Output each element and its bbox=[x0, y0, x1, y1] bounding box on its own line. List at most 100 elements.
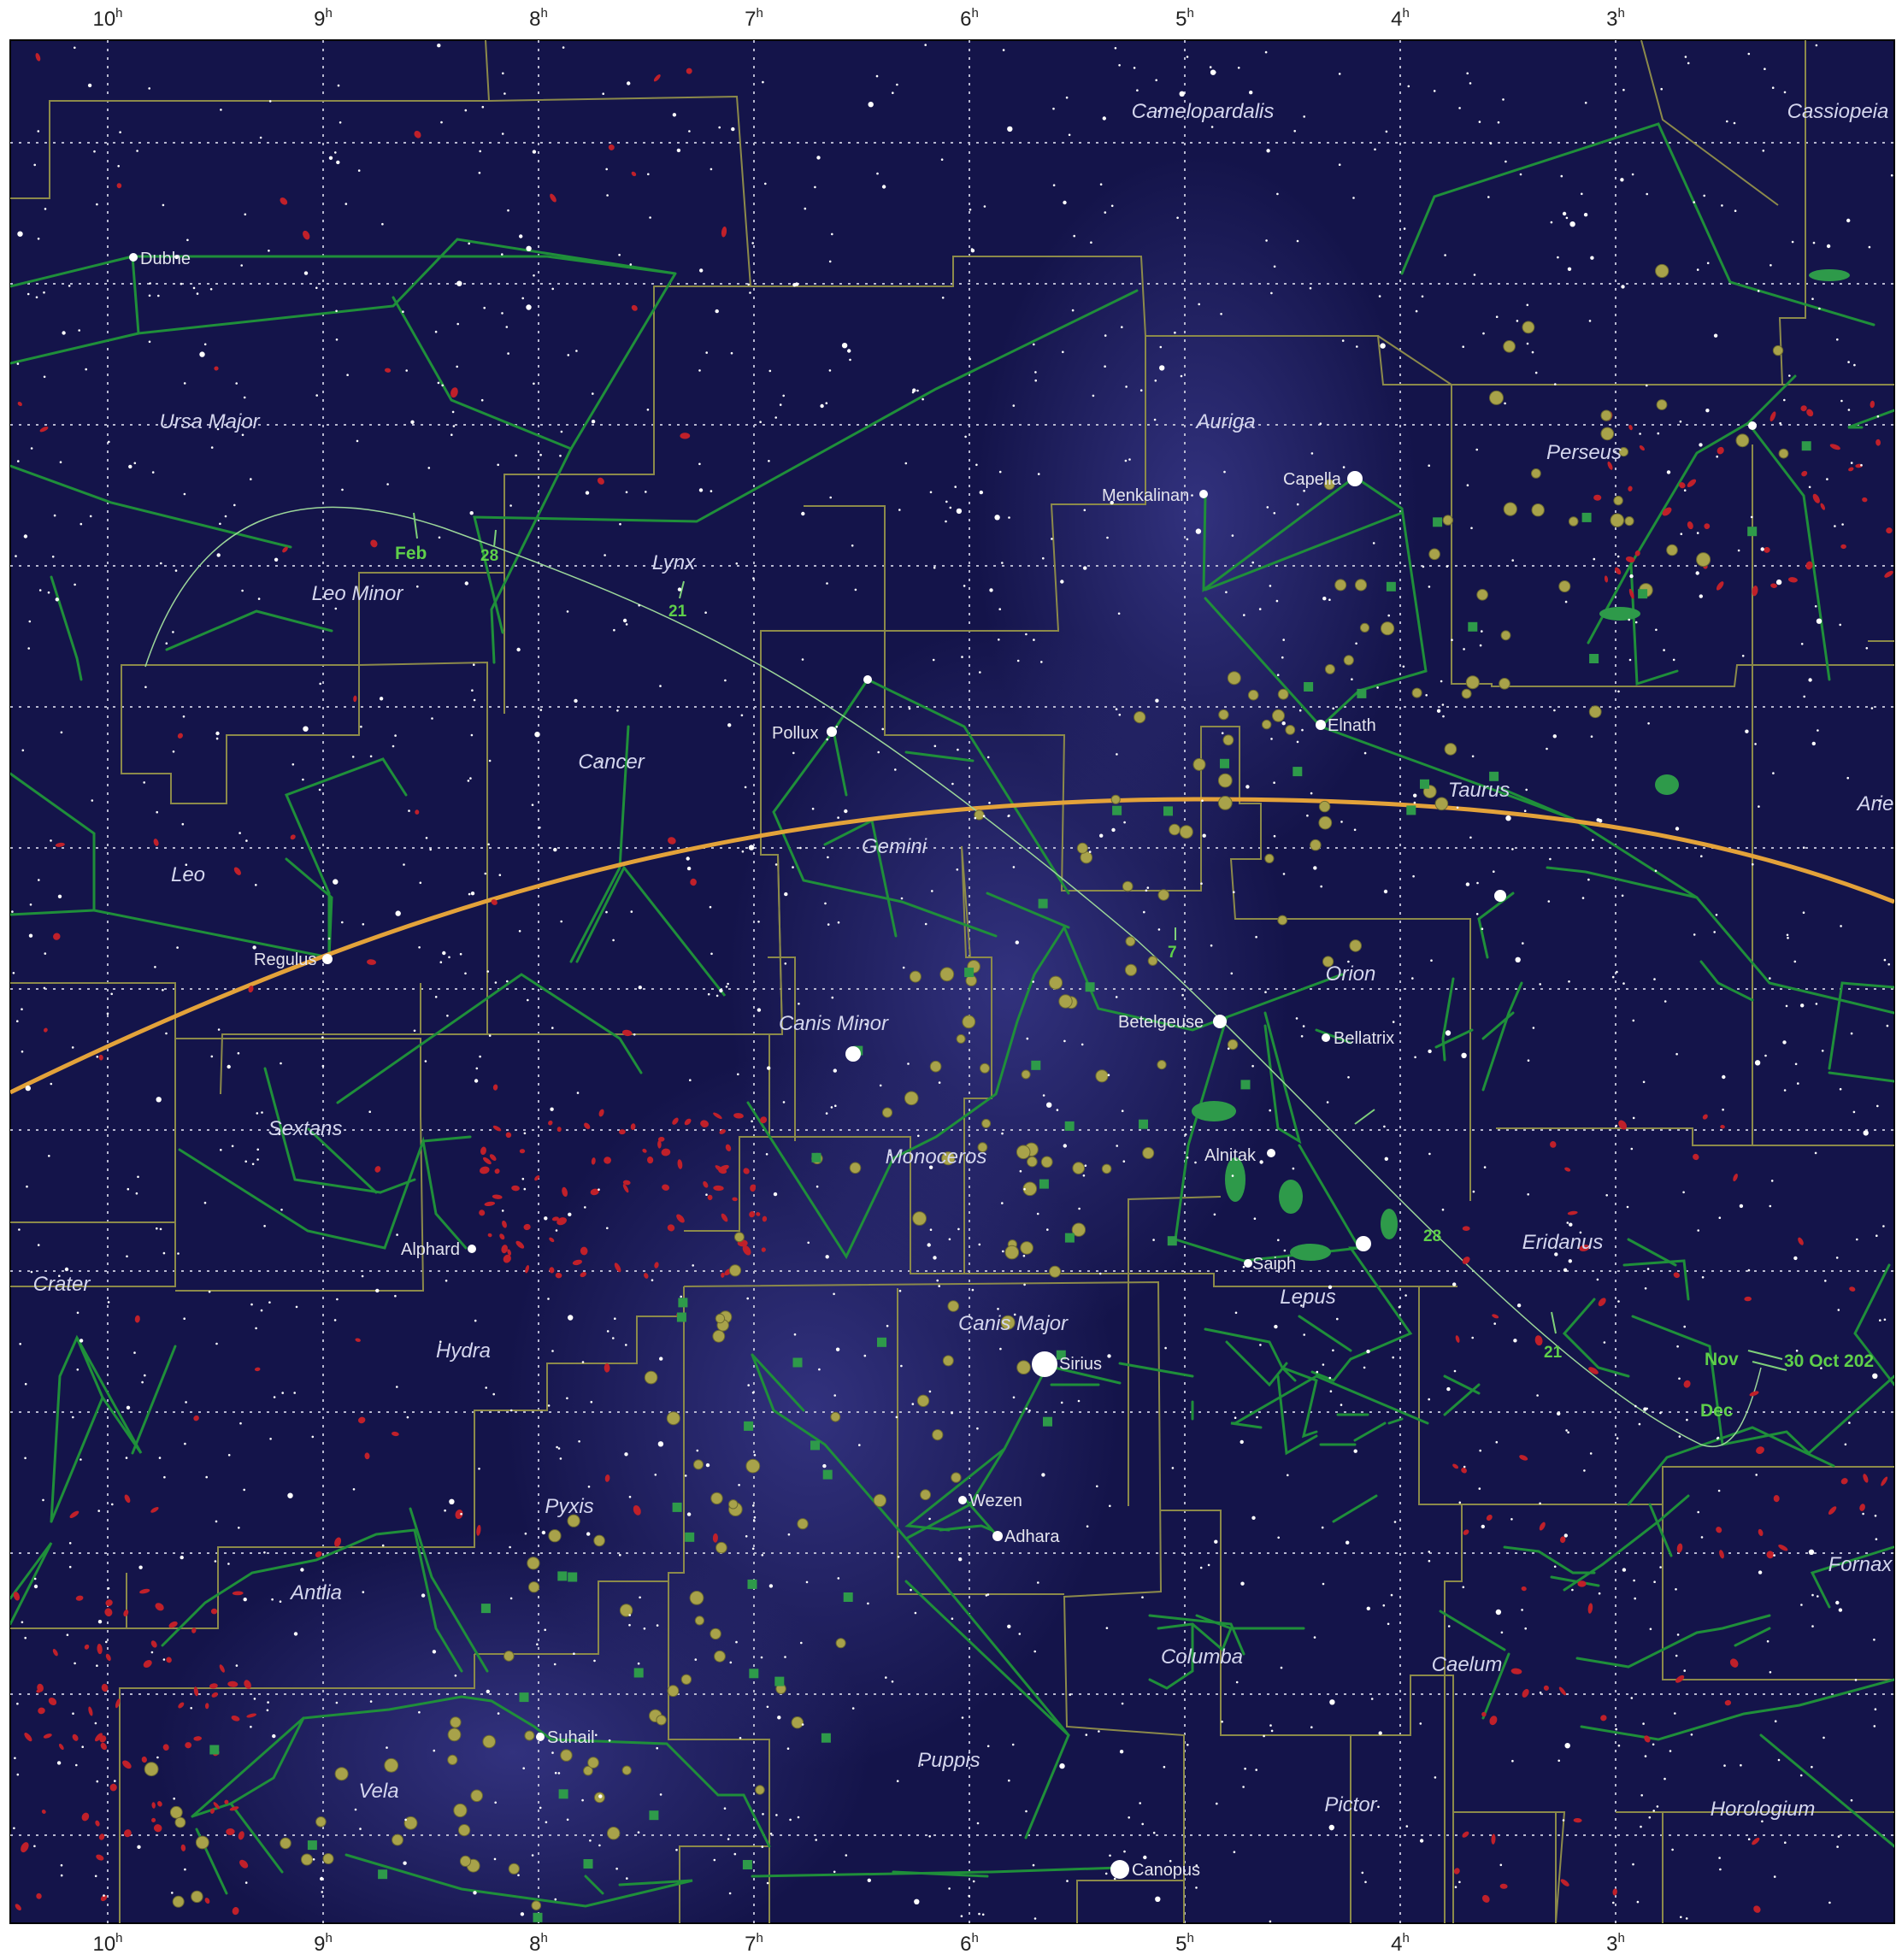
field-star bbox=[394, 734, 397, 737]
field-star bbox=[1234, 1311, 1238, 1315]
galaxy-marker bbox=[303, 230, 310, 240]
field-star bbox=[1001, 1132, 1004, 1135]
field-star bbox=[1596, 1278, 1599, 1281]
field-star bbox=[524, 1532, 527, 1535]
field-star bbox=[804, 207, 807, 210]
field-star bbox=[1675, 1588, 1677, 1591]
field-star bbox=[1179, 91, 1185, 97]
nebula-marker bbox=[774, 1676, 785, 1686]
label-suhail: Suhail bbox=[547, 1728, 595, 1747]
cluster-marker bbox=[1048, 975, 1063, 990]
field-star bbox=[710, 952, 713, 956]
field-star bbox=[1001, 562, 1004, 564]
field-star bbox=[158, 1457, 162, 1459]
galaxy-marker bbox=[1733, 1173, 1738, 1182]
field-star bbox=[33, 163, 36, 167]
field-star bbox=[933, 745, 937, 748]
galaxy-marker bbox=[1559, 1536, 1566, 1544]
field-star bbox=[395, 910, 401, 916]
galaxy-marker bbox=[211, 1692, 219, 1698]
field-star bbox=[522, 1767, 525, 1769]
cluster-marker bbox=[835, 1638, 846, 1649]
galaxy-marker bbox=[315, 1551, 322, 1557]
field-star bbox=[825, 1112, 828, 1115]
galaxy-marker bbox=[1499, 1883, 1508, 1889]
field-star bbox=[89, 515, 92, 518]
field-star bbox=[1114, 47, 1117, 50]
field-star bbox=[381, 222, 384, 226]
field-star bbox=[1800, 643, 1804, 645]
field-star bbox=[598, 1844, 601, 1847]
field-star bbox=[928, 1517, 931, 1521]
field-star bbox=[1121, 326, 1123, 329]
field-star bbox=[57, 894, 62, 899]
field-star bbox=[541, 1530, 546, 1535]
field-star bbox=[1873, 1639, 1876, 1641]
field-star bbox=[587, 1486, 591, 1488]
galaxy-marker bbox=[1720, 1124, 1725, 1129]
field-star bbox=[1125, 386, 1128, 388]
field-star bbox=[751, 1392, 755, 1394]
field-star bbox=[141, 1380, 144, 1384]
field-star bbox=[280, 1062, 282, 1065]
field-star bbox=[705, 1193, 708, 1196]
cluster-marker bbox=[947, 1300, 959, 1312]
nebula-marker bbox=[676, 1312, 686, 1322]
field-star bbox=[81, 1745, 84, 1748]
galaxy-marker bbox=[646, 1157, 654, 1164]
field-star bbox=[1616, 1437, 1619, 1439]
galaxy-marker bbox=[1862, 497, 1868, 503]
galaxy-marker bbox=[1886, 527, 1893, 534]
field-star bbox=[337, 84, 340, 87]
field-star bbox=[1016, 659, 1020, 662]
field-star bbox=[639, 1596, 641, 1599]
field-star bbox=[969, 209, 972, 211]
field-star bbox=[971, 1288, 975, 1292]
galaxy-marker bbox=[414, 130, 421, 138]
field-star bbox=[1231, 1174, 1234, 1177]
field-star bbox=[1531, 350, 1534, 354]
field-star bbox=[162, 1251, 166, 1255]
field-star bbox=[1599, 819, 1603, 823]
field-star bbox=[180, 282, 183, 285]
field-star bbox=[18, 1228, 21, 1231]
field-star bbox=[439, 1340, 442, 1343]
field-star bbox=[1617, 690, 1620, 693]
field-star bbox=[826, 738, 828, 741]
field-star bbox=[174, 255, 179, 260]
hour-label-4: 4h bbox=[1391, 6, 1410, 31]
label-horologium: Horologium bbox=[1711, 1798, 1816, 1821]
field-star bbox=[133, 1351, 136, 1354]
field-star bbox=[1706, 262, 1710, 265]
field-star bbox=[456, 280, 462, 286]
field-star bbox=[368, 1110, 372, 1113]
field-star bbox=[551, 1350, 554, 1352]
galaxy-marker bbox=[614, 1263, 621, 1273]
field-star bbox=[747, 1384, 750, 1386]
field-star bbox=[1589, 1452, 1593, 1455]
field-star bbox=[1281, 721, 1286, 726]
cluster-marker bbox=[755, 1785, 765, 1795]
galaxy-marker bbox=[742, 1245, 751, 1256]
field-star bbox=[216, 553, 221, 557]
field-star bbox=[1128, 458, 1131, 461]
galaxy-marker bbox=[1749, 1391, 1759, 1397]
field-star bbox=[1269, 1109, 1271, 1112]
galaxy-marker bbox=[580, 1246, 588, 1256]
field-star bbox=[1461, 1052, 1467, 1059]
galaxy-marker bbox=[55, 842, 65, 847]
field-star bbox=[898, 509, 901, 511]
field-star bbox=[612, 1337, 615, 1339]
galaxy-marker bbox=[1607, 461, 1613, 470]
field-star bbox=[751, 1547, 755, 1551]
field-star bbox=[1078, 1207, 1081, 1210]
galaxy-marker bbox=[1628, 424, 1633, 431]
field-star bbox=[1685, 1917, 1688, 1920]
galaxy-marker bbox=[36, 1892, 42, 1899]
cluster-marker bbox=[470, 1789, 484, 1803]
field-star bbox=[598, 1794, 603, 1798]
galaxy-marker bbox=[204, 1703, 209, 1710]
field-star bbox=[1886, 1024, 1889, 1027]
field-star bbox=[1258, 608, 1262, 610]
hour-label-9: 9h bbox=[314, 6, 333, 31]
